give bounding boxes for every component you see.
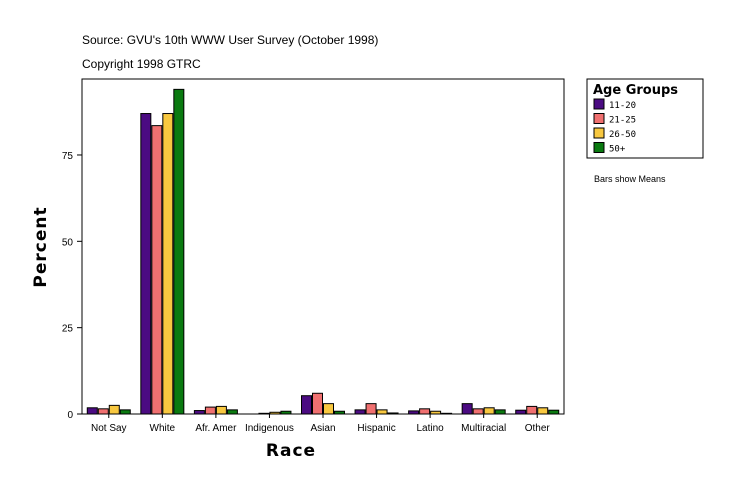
legend-swatch bbox=[593, 98, 605, 110]
x-tick-label: Latino bbox=[416, 423, 444, 434]
bar-50+-indigenous bbox=[280, 410, 292, 415]
bar-21-25-indigenous bbox=[258, 412, 270, 415]
x-tick-label: Afr. Amer bbox=[195, 423, 237, 434]
bar-21-25-not-say bbox=[97, 408, 109, 415]
bar-21-25-afr-amer bbox=[204, 406, 216, 415]
bar-11-20-hispanic bbox=[354, 409, 366, 415]
y-axis-title: Percent bbox=[31, 206, 51, 287]
bar-26-50-other bbox=[537, 407, 549, 415]
source-text: Source: GVU's 10th WWW User Survey (Octo… bbox=[82, 33, 379, 47]
y-axis: 0 25 50 75 bbox=[62, 151, 82, 421]
bar-26-50-not-say bbox=[108, 404, 120, 415]
bar-26-50-multiracial bbox=[483, 407, 495, 415]
bar-11-20-afr-amer bbox=[193, 410, 205, 415]
bar-26-50-hispanic bbox=[376, 409, 388, 415]
bar-50+-hispanic bbox=[387, 412, 399, 415]
x-tick-label: Not Say bbox=[91, 423, 127, 434]
y-tick-label: 25 bbox=[62, 324, 74, 335]
legend-title: Age Groups bbox=[593, 83, 678, 98]
bar-26-50-latino bbox=[430, 410, 442, 415]
legend-label: 21-25 bbox=[609, 116, 636, 126]
bar-11-20-not-say bbox=[86, 407, 98, 415]
x-tick-label: Hispanic bbox=[357, 423, 395, 434]
bar-11-20-other bbox=[515, 409, 527, 415]
bar-26-50-asian bbox=[323, 403, 334, 415]
bar-21-25-other bbox=[526, 405, 538, 415]
bar-50+-afr-amer bbox=[226, 409, 238, 415]
bar-50+-latino bbox=[441, 412, 453, 415]
bar-21-25-latino bbox=[419, 408, 431, 415]
legend-label: 50+ bbox=[609, 145, 626, 155]
bar-11-20-latino bbox=[408, 410, 420, 415]
bar-11-20-white bbox=[140, 113, 152, 415]
legend-swatch bbox=[593, 113, 605, 124]
x-tick-label: White bbox=[150, 423, 176, 434]
legend: Age Groups 11-20 21-25 26-50 50+ bbox=[586, 78, 704, 159]
bar-50+-other bbox=[548, 409, 560, 415]
x-axis: Not Say White Afr. Amer Indigenous Asian Hisp… bbox=[91, 414, 550, 434]
bar-26-50-white bbox=[162, 113, 174, 415]
x-tick-label: Other bbox=[525, 423, 551, 434]
legend-label: 26-50 bbox=[609, 130, 636, 140]
x-tick-label: Asian bbox=[310, 423, 335, 434]
legend-box bbox=[586, 78, 704, 159]
y-tick-label: 50 bbox=[62, 237, 74, 248]
copyright-text: Copyright 1998 GTRC bbox=[82, 57, 201, 71]
y-tick-label: 0 bbox=[67, 410, 73, 421]
bar-26-50-indigenous bbox=[269, 411, 281, 415]
x-axis-title: Race bbox=[266, 441, 316, 461]
legend-swatch bbox=[593, 142, 605, 153]
bar-21-25-hispanic bbox=[365, 403, 377, 415]
bar-11-20-multiracial bbox=[461, 403, 473, 415]
bar-21-25-asian bbox=[312, 392, 323, 415]
bar-50+-not-say bbox=[119, 409, 131, 415]
x-tick-label: Multiracial bbox=[461, 423, 506, 434]
bar-50+-asian bbox=[334, 410, 345, 415]
bar-21-25-multiracial bbox=[472, 408, 484, 415]
x-tick-label: Indigenous bbox=[245, 423, 294, 434]
bar-50+-multiracial bbox=[494, 409, 506, 415]
bar-series-group bbox=[86, 88, 560, 415]
bar-50+-white bbox=[173, 88, 185, 415]
legend-label: 11-20 bbox=[609, 101, 636, 111]
bar-26-50-afr-amer bbox=[215, 405, 227, 415]
bar-21-25-white bbox=[151, 125, 163, 415]
y-tick-label: 75 bbox=[62, 151, 74, 162]
bars-note: Bars show Means bbox=[594, 174, 666, 184]
legend-swatch bbox=[593, 127, 605, 139]
bar-11-20-asian bbox=[301, 395, 312, 415]
